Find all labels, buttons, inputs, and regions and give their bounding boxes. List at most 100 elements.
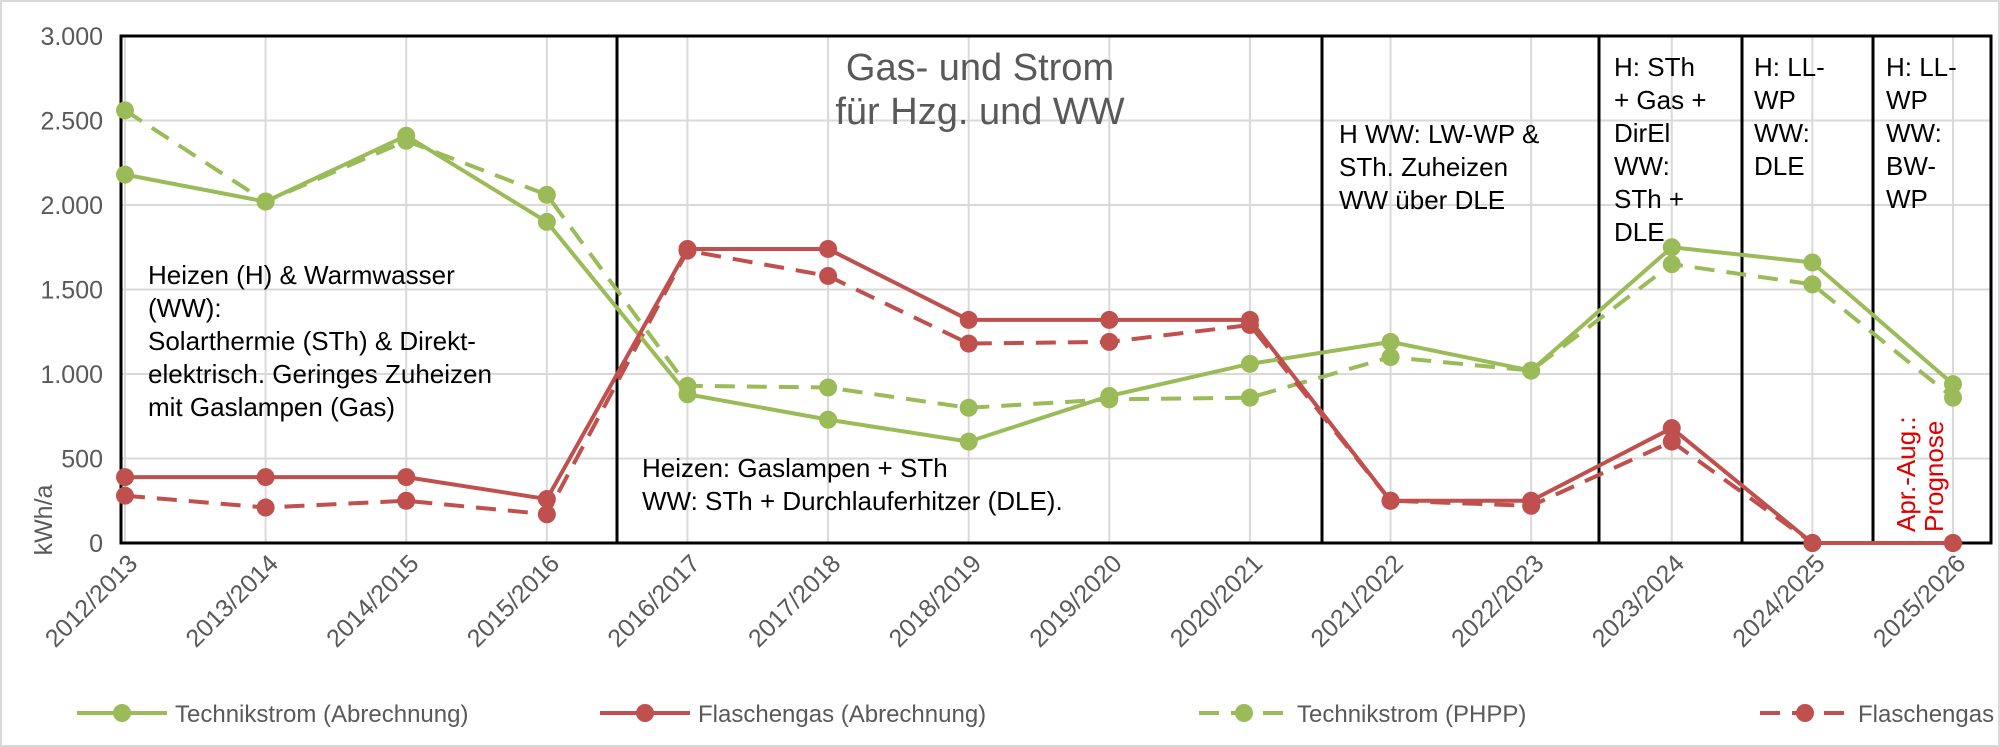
data-point — [256, 192, 275, 211]
annotation-line: + Gas + — [1614, 85, 1707, 115]
legend-label: Technikstrom (PHPP) — [1297, 701, 1526, 728]
data-point — [1803, 534, 1822, 552]
annotation-line: STh + — [1614, 184, 1684, 214]
data-point — [819, 239, 838, 258]
data-point — [819, 266, 838, 285]
y-tick-label: 500 — [61, 446, 103, 474]
legend-item: Flaschengas (Abrechnung) — [600, 701, 986, 728]
annotation-line: STh. Zuheizen — [1339, 152, 1508, 182]
data-point — [959, 310, 978, 329]
annotation-line: DLE — [1614, 217, 1665, 247]
annotation-line: WP — [1754, 85, 1796, 115]
y-axis: 0 500 1.000 1.500 2.000 2.500 3.000 kWh/a — [30, 23, 103, 558]
series-line — [123, 108, 1955, 410]
data-point — [397, 468, 416, 487]
data-point — [1381, 491, 1400, 510]
chart-title: Gas- und Strom für Hzg. und WW — [835, 47, 1124, 133]
annotation-line: DLE — [1754, 151, 1805, 181]
y-tick-label: 3.000 — [40, 23, 103, 51]
legend: Technikstrom (Abrechnung) Flaschengas (Ab… — [77, 701, 2000, 728]
annotation-line: WW: — [1754, 118, 1810, 148]
data-point — [959, 432, 978, 451]
data-point — [959, 398, 978, 417]
data-point — [256, 468, 275, 487]
data-point — [116, 101, 134, 120]
title-line: für Hzg. und WW — [835, 91, 1124, 133]
phase-6-text: H: LL-WP WW: BW-WP — [1886, 52, 1957, 214]
annotation-line: BW- — [1886, 151, 1936, 181]
annotation-line: Solarthermie (STh) & Direkt- — [148, 326, 476, 356]
data-point — [1944, 534, 1962, 552]
data-point — [397, 491, 416, 510]
data-point — [1381, 348, 1400, 367]
data-point — [1803, 253, 1822, 272]
annotation-line: H WW: LW-WP & — [1339, 119, 1539, 149]
annotation-line: mit Gaslampen (Gas) — [148, 392, 395, 422]
y-axis-label: kWh/a — [30, 484, 58, 555]
data-point — [1381, 332, 1400, 351]
data-point — [1522, 361, 1541, 380]
data-point — [116, 468, 134, 487]
forecast-note-text: Apr.-Aug.:Prognose — [1891, 416, 1949, 532]
data-point — [1100, 386, 1119, 405]
legend-swatch-marker — [113, 704, 131, 722]
data-point — [116, 486, 134, 505]
annotations: Heizen (H) & Warmwasser (WW): Solarthermie… — [148, 47, 1957, 532]
data-point — [397, 126, 416, 145]
annotation-line: Heizen (H) & Warmwasser — [148, 260, 455, 290]
y-tick-label: 0 — [89, 530, 103, 558]
data-point — [116, 165, 134, 184]
data-point — [256, 498, 275, 517]
legend-item: Technikstrom (Abrechnung) — [77, 701, 468, 728]
phase-3-text: H WW: LW-WP & STh. Zuheizen WW über DLE — [1339, 119, 1539, 215]
phase-5-text: H: LL-WP WW: DLE — [1754, 52, 1825, 181]
annotation-line: Heizen: Gaslampen + STh — [642, 453, 948, 483]
phase-2-text: Heizen: Gaslampen + STh WW: STh + Durchla… — [642, 453, 1063, 516]
data-point — [1662, 238, 1681, 257]
annotation-line: H: STh — [1614, 52, 1695, 82]
annotation-line: WW: — [1886, 118, 1942, 148]
data-point — [1803, 275, 1822, 294]
phase-1-text: Heizen (H) & Warmwasser (WW): Solarthermie… — [148, 260, 492, 422]
annotation-line: DirEl — [1614, 118, 1670, 148]
data-point — [537, 505, 556, 524]
data-point — [537, 185, 556, 204]
data-point — [1944, 375, 1962, 394]
data-point — [1522, 491, 1541, 510]
data-point — [1100, 310, 1119, 329]
series-line — [125, 246, 1953, 545]
phase-4-text: H: STh + Gas + DirEl WW: STh + DLE — [1614, 52, 1707, 247]
annotation-line: H: LL- — [1886, 52, 1957, 82]
annotation-line: (WW): — [148, 293, 222, 323]
legend-label: Flaschengas (Abrechnung) — [698, 701, 986, 728]
data-point — [959, 334, 978, 353]
data-point — [1240, 354, 1259, 373]
series-flaschengas-abrechnung — [116, 239, 1962, 552]
legend-item: Technikstrom (PHPP) — [1199, 701, 1526, 728]
annotation-line: WP — [1886, 184, 1928, 214]
y-tick-label: 1.500 — [40, 277, 103, 305]
data-point — [537, 490, 556, 509]
legend-swatch-marker — [1235, 704, 1253, 722]
data-point — [1662, 255, 1681, 274]
y-tick-label: 2.000 — [40, 192, 103, 220]
series-line — [124, 133, 1955, 444]
legend-item: Flaschengas (PHPP) — [1760, 701, 2000, 728]
legend-swatch-marker — [1796, 704, 1814, 722]
series-line — [124, 248, 1953, 545]
annotation-line: Prognose — [1919, 421, 1949, 532]
annotation-line: WW: STh + Durchlauferhitzer (DLE). — [642, 486, 1063, 516]
data-point — [1100, 332, 1119, 351]
data-point — [1240, 310, 1259, 329]
legend-label: Flaschengas (PHPP) — [1858, 701, 2000, 728]
annotation-line: WW: — [1614, 151, 1670, 181]
data-point — [819, 410, 838, 429]
legend-swatch-marker — [636, 704, 654, 722]
annotation-line: WP — [1886, 85, 1928, 115]
annotation-line: elektrisch. Geringes Zuheizen — [148, 359, 492, 389]
y-tick-label: 2.500 — [40, 108, 103, 136]
data-point — [678, 385, 697, 404]
y-tick-label: 1.000 — [40, 361, 103, 389]
legend-label: Technikstrom (Abrechnung) — [175, 701, 468, 728]
